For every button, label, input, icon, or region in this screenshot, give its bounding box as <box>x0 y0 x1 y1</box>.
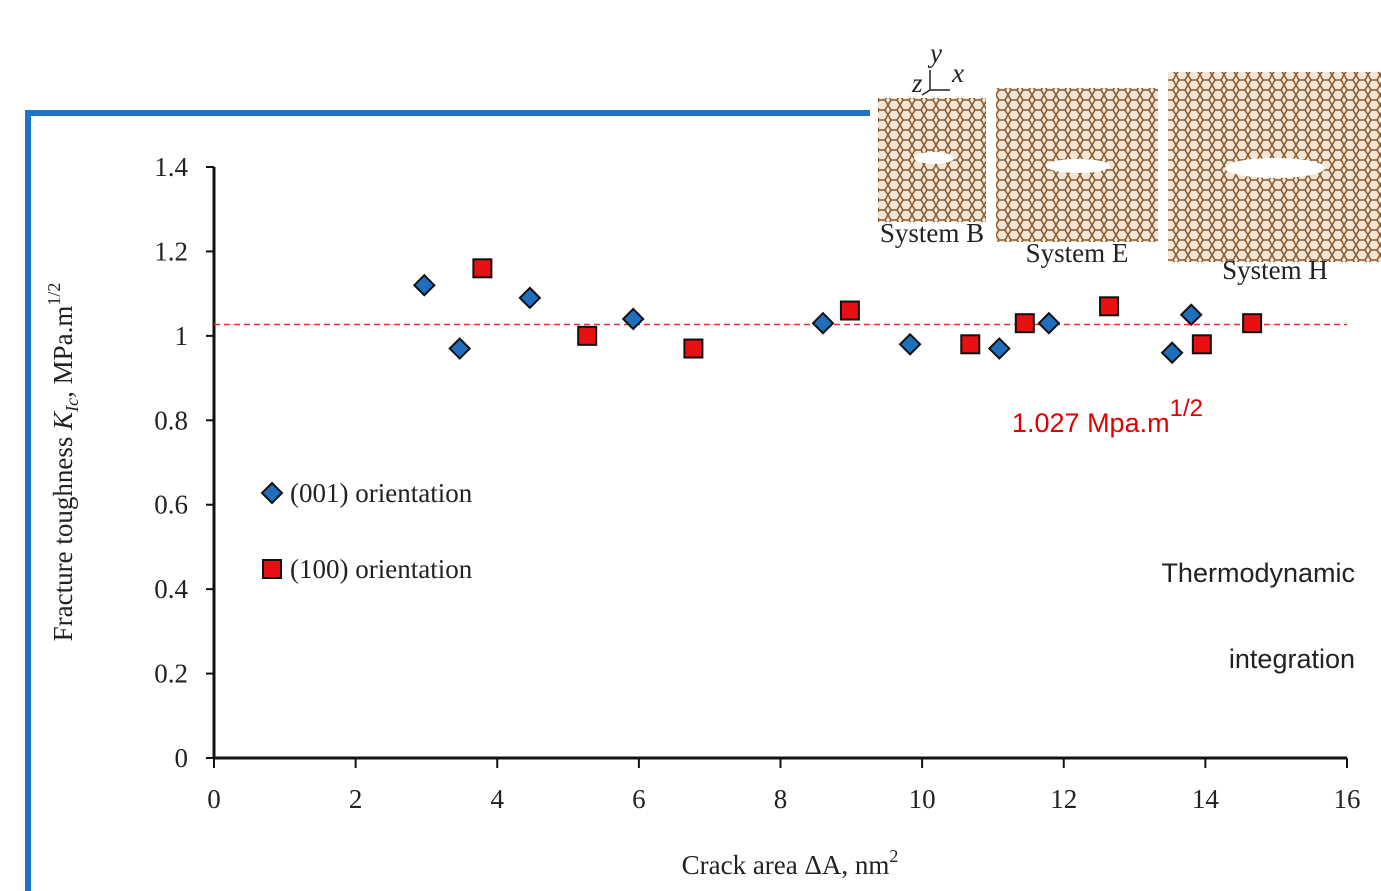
diamond-marker <box>811 311 835 335</box>
square-marker <box>839 300 860 321</box>
inset <box>878 70 1381 262</box>
y-tick-label: 1 <box>175 321 189 351</box>
inset-axis: y <box>927 38 942 68</box>
legend-label: (001) orientation <box>290 478 473 508</box>
diamond-marker <box>448 337 472 360</box>
inset-label: System H <box>1222 255 1328 285</box>
square-marker <box>472 258 493 279</box>
y-tick-label: 0.4 <box>154 574 188 604</box>
diamond-marker <box>1037 311 1061 335</box>
legend-label: (100) orientation <box>290 554 473 584</box>
inset-axis: z <box>911 68 923 98</box>
y-axis-label: Fracture toughness KIc, MPa.m1/2 <box>44 283 82 642</box>
diamond-marker <box>1160 341 1184 365</box>
diamond-marker <box>518 286 542 310</box>
x-tick-label: 6 <box>632 784 646 814</box>
x-tick-label: 10 <box>909 784 936 814</box>
inset-label: System B <box>880 218 984 248</box>
square-marker <box>577 325 598 346</box>
square-marker <box>683 338 704 359</box>
inset-label: System E <box>1026 238 1129 268</box>
square-marker <box>1014 313 1035 334</box>
y-tick-label: 0 <box>175 743 189 773</box>
x-tick-label: 12 <box>1050 784 1077 814</box>
square-marker <box>1099 296 1120 317</box>
x-tick-label: 4 <box>491 784 505 814</box>
x-tick-label: 8 <box>774 784 788 814</box>
inset-axis: x <box>951 58 964 88</box>
x-tick-label: 14 <box>1192 784 1220 814</box>
x-tick-label: 2 <box>349 784 363 814</box>
x-tick-label: 16 <box>1334 784 1361 814</box>
square-marker <box>1242 313 1263 334</box>
square-marker <box>1191 334 1212 355</box>
diamond-marker <box>412 273 436 297</box>
y-tick-label: 1.4 <box>154 152 188 182</box>
method-label: Thermodynamic <box>1161 558 1355 588</box>
y-tick-label: 0.2 <box>154 659 188 689</box>
diamond-marker <box>260 481 284 505</box>
method-label: integration <box>1229 644 1355 674</box>
diamond-marker <box>898 332 922 356</box>
y-tick-label: 0.8 <box>154 405 188 435</box>
x-axis-label: Crack area ΔA, nm2 <box>682 846 899 880</box>
x-tick-label: 0 <box>207 784 221 814</box>
annotation: 1.027 Mpa.m1/2 <box>1012 395 1203 438</box>
diamond-marker <box>621 307 645 331</box>
diamond-marker <box>1179 303 1203 327</box>
y-tick-label: 1.2 <box>154 236 188 266</box>
square-marker <box>262 559 282 579</box>
frame <box>25 110 870 891</box>
y-tick-label: 0.6 <box>154 490 188 520</box>
square-marker <box>960 334 981 355</box>
diamond-marker <box>987 337 1011 360</box>
